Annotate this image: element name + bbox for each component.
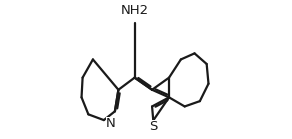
Text: NH2: NH2	[121, 4, 149, 17]
Text: S: S	[149, 120, 157, 133]
Text: N: N	[106, 117, 116, 130]
